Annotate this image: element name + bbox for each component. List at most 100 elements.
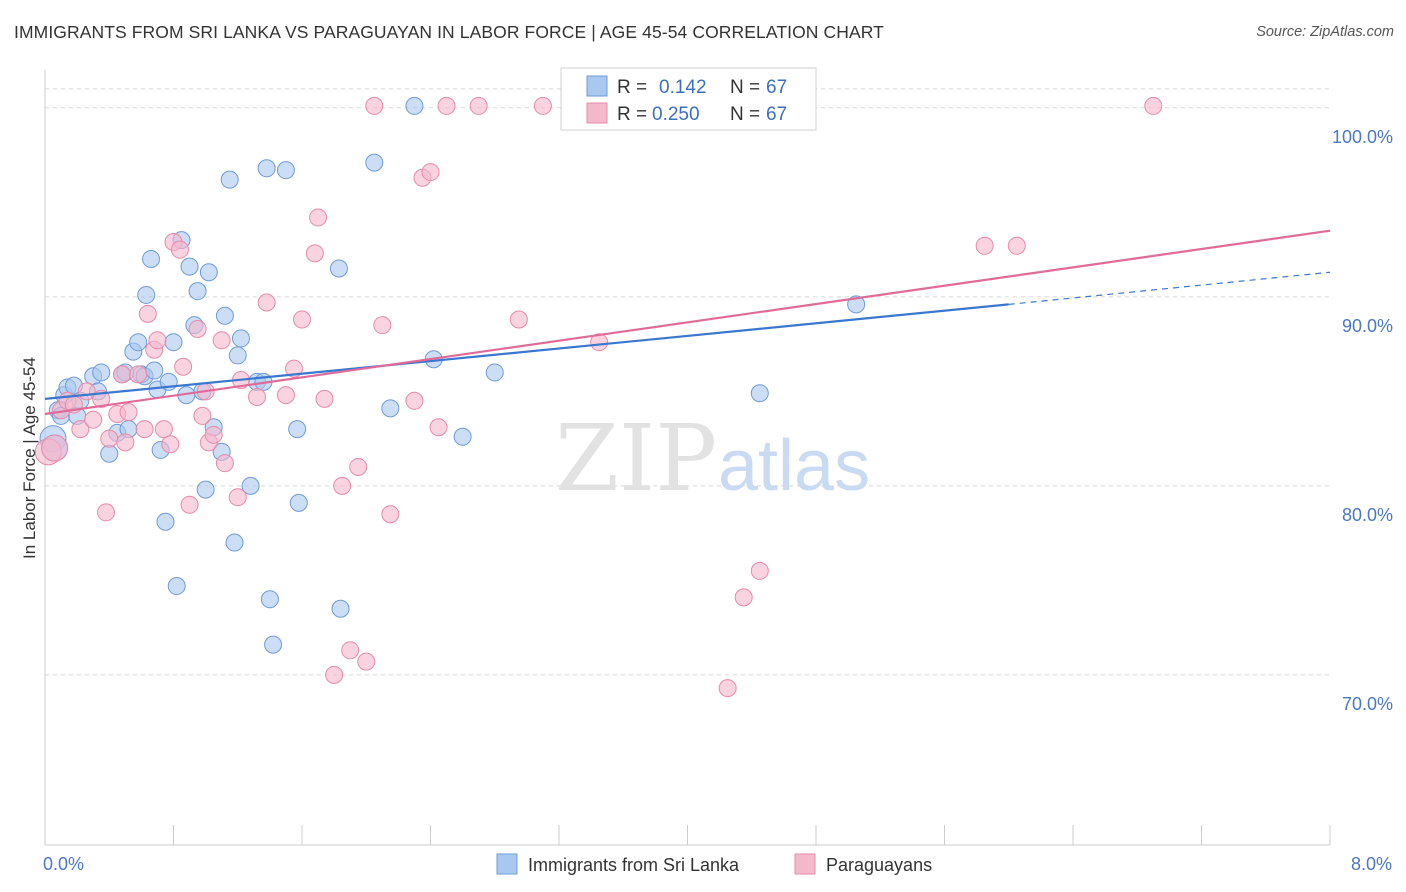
paraguayans-point-37 [276,386,295,405]
y-tick-label-1: 90.0% [1342,316,1393,336]
sri-lanka-point-21 [137,285,156,304]
paraguayans-point-26 [188,319,207,338]
legend-swatch-blue [586,75,608,97]
legend-n-label-2: N = [730,104,760,125]
paraguayans-point-59 [590,333,609,352]
tick-labels: 100.0% 90.0% 80.0% 70.0% 0.0% 8.0% [43,127,1393,874]
paraguayans-point-64 [1007,236,1026,255]
legend-n-label-1: N = [730,77,760,98]
paraguayans-point-21 [161,435,180,454]
paraguayans-point-38 [284,359,303,378]
paraguayans-point-40 [305,244,324,263]
sri-lanka-point-57 [381,399,400,418]
legend: R = 0.142 N = 67 R = 0.250 N = 67 [560,67,817,131]
paraguayans-point-17 [138,304,157,323]
sri-lanka-point-53 [289,493,308,512]
paraguayans-point-23 [170,240,189,259]
sri-lanka-point-26 [156,512,175,531]
sri-lanka-point-36 [196,480,215,499]
y-tick-label-3: 70.0% [1342,694,1393,714]
paraguayans-point-61 [734,588,753,607]
sri-lanka-point-62 [750,384,769,403]
sri-lanka-point-48 [257,159,276,178]
paraguayans-point-25 [180,495,199,514]
paraguayans-point-30 [204,425,223,444]
sri-lanka-point-60 [453,427,472,446]
paraguayans-point-55 [437,96,456,115]
sri-lanka-point-49 [260,590,279,609]
trend-line-sri-lanka [44,303,1009,400]
trend-line-sri-lanka-extension [1008,271,1331,305]
sri-lanka-point-12 [100,444,119,463]
paraguayans-point-45 [341,641,360,660]
paraguayans-point-62 [750,561,769,580]
paraguayans-point-50 [381,505,400,524]
x-tick-label-0: 0.0% [43,854,84,874]
paraguayans-point-32 [215,454,234,473]
paraguayans-point-63 [975,236,994,255]
paraguayans-point-31 [212,331,231,350]
paraguayans-point-39 [293,310,311,329]
paraguayans-point-65 [1144,96,1163,115]
paraguayans-point-56 [469,96,488,115]
watermark-atlas: atlas [718,426,870,506]
paraguayans-point-14 [119,403,138,422]
y-tick-label-2: 80.0% [1342,505,1393,525]
paraguayans-point-43 [325,665,344,684]
trend-lines [44,229,1331,416]
sri-lanka-point-11 [92,363,111,382]
paraguayans-point-12 [113,365,132,384]
paraguayans-point-48 [365,96,384,115]
paraguayans-point-44 [333,476,352,495]
sri-lanka-point-41 [220,170,239,189]
paraguayans-point-35 [248,388,267,407]
paraguayans-point-24 [174,357,193,376]
paraguayans-point-49 [373,316,392,335]
watermark: ZIP atlas [555,405,870,512]
sri-lanka-point-52 [288,420,307,439]
legend-r-value-1: 0.142 [659,77,707,98]
paraguayans-point-57 [509,310,528,329]
paraguayans-point-60 [718,679,737,698]
legend-swatch-pink [586,102,608,124]
y-axis-label: In Labor Force | Age 45-54 [20,357,39,559]
sri-lanka-point-23 [145,361,164,380]
x-tick-label-1: 8.0% [1351,854,1392,874]
paraguayans-point-20 [154,420,173,439]
series-sri-lanka [39,96,866,654]
paraguayans-point-9 [97,503,116,522]
sri-lanka-point-29 [167,577,186,596]
paraguayans-point-16 [135,420,154,439]
legend-n-value-1: 67 [766,77,787,98]
paraguayans-point-46 [349,457,368,476]
paraguayans-point-47 [357,652,376,671]
paraguayans-point-7 [84,410,103,429]
sri-lanka-point-45 [241,476,260,495]
bottom-legend-swatch-blue [496,853,518,875]
y-tick-label-0: 100.0% [1332,127,1393,147]
sri-lanka-point-40 [215,306,234,325]
series-paraguayans [34,96,1163,698]
legend-r-value-2: 0.250 [652,104,700,125]
paraguayans-point-33 [228,488,247,507]
paraguayans-point-1 [41,434,69,462]
legend-n-value-2: 67 [766,104,787,125]
sri-lanka-point-28 [164,333,183,352]
sri-lanka-point-58 [405,96,424,115]
legend-r-label-2: R = [617,104,647,125]
sri-lanka-point-55 [331,599,350,618]
sri-lanka-point-42 [225,533,244,552]
chart-title: IMMIGRANTS FROM SRI LANKA VS PARAGUAYAN … [14,22,884,42]
sri-lanka-point-34 [188,282,207,301]
bottom-legend-label-blue: Immigrants from Sri Lanka [528,855,740,875]
bottom-legend-label-pink: Paraguayans [826,855,932,875]
sri-lanka-point-22 [142,250,161,269]
trend-line-paraguayans [44,229,1331,416]
paraguayans-point-15 [129,365,148,384]
sri-lanka-point-37 [199,263,218,282]
paraguayans-point-53 [421,163,440,182]
sri-lanka-point-44 [231,329,250,348]
paraguayans-point-5 [71,420,90,439]
sri-lanka-point-32 [180,257,199,276]
